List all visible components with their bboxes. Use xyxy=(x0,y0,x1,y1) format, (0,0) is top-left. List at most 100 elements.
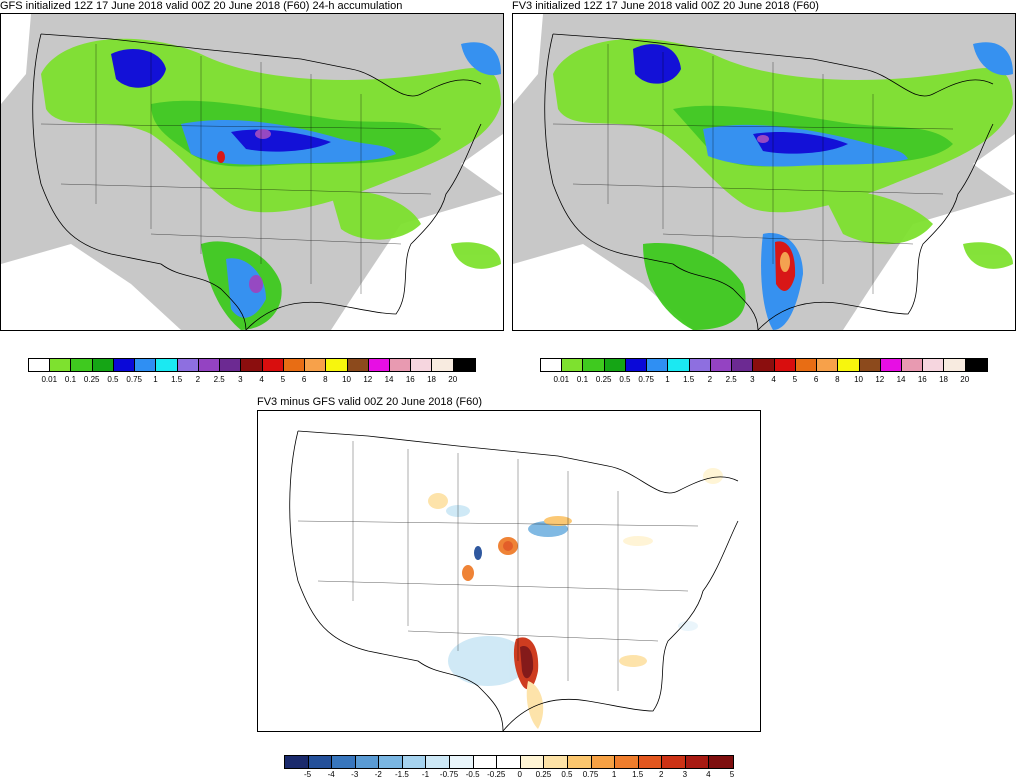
colorbar-tick-label: 12 xyxy=(875,375,885,384)
colorbar-swatch xyxy=(262,359,284,371)
colorbar-swatch xyxy=(685,756,710,768)
colorbar-tick-label: 0.25 xyxy=(83,375,100,384)
colorbar-swatch xyxy=(647,359,669,371)
colorbar-swatch xyxy=(591,756,616,768)
diff-colorbar-labels: -5 -4 -3 -2 -1.5 -1 -0.75 -0.5 -0.25 0 0.25 0.5 0.75… xyxy=(284,770,735,782)
colorbar-tick-label: 14 xyxy=(384,375,394,384)
colorbar-tick-label: 16 xyxy=(917,375,927,384)
colorbar-swatch xyxy=(71,359,93,371)
colorbar-swatch xyxy=(520,756,545,768)
colorbar-tick-label: 0.75 xyxy=(126,375,142,384)
colorbar-tick-label: 2 xyxy=(195,375,201,384)
colorbar-tick-label: 8 xyxy=(323,375,328,384)
colorbar-tick-label: 1 xyxy=(611,770,617,779)
colorbar-tick-label: 2 xyxy=(707,375,713,384)
colorbar-tick-label: 10 xyxy=(342,375,352,384)
colorbar-swatch xyxy=(473,756,498,768)
colorbar-swatch xyxy=(113,359,136,371)
colorbar-swatch xyxy=(709,756,733,768)
fv3-precip-map xyxy=(512,13,1016,331)
colorbar-tick-label: 6 xyxy=(813,375,819,384)
colorbar-tick-label: 0.01 xyxy=(41,375,58,384)
colorbar-swatch xyxy=(411,359,433,371)
colorbar-tick-label: 14 xyxy=(896,375,906,384)
fv3-precip-colorbar-labels: 0.01 0.1 0.25 0.5 0.75 1 1.5 2 2.5 3 4 5 6 8 10 12 14 16 1… xyxy=(540,375,986,387)
colorbar-swatch xyxy=(177,359,199,371)
colorbar-tick-label: 18 xyxy=(939,375,948,384)
colorbar-swatch xyxy=(347,359,369,371)
colorbar-tick-label: -3 xyxy=(351,770,359,779)
colorbar-swatch xyxy=(838,359,860,371)
colorbar-swatch xyxy=(753,359,775,371)
gfs-precip-colorbar xyxy=(28,358,476,372)
colorbar-tick-label: 1 xyxy=(665,375,670,384)
colorbar-tick-label: 5 xyxy=(280,375,286,384)
colorbar-swatch xyxy=(453,359,475,371)
colorbar-swatch xyxy=(156,359,178,371)
colorbar-tick-label: 0.25 xyxy=(595,375,612,384)
diff-precip-map xyxy=(257,410,761,732)
colorbar-swatch xyxy=(562,359,584,371)
colorbar-swatch xyxy=(326,359,348,371)
colorbar-tick-label: 4 xyxy=(259,375,264,384)
colorbar-swatch xyxy=(308,756,333,768)
colorbar-tick-label: 0.5 xyxy=(619,375,631,384)
colorbar-swatch xyxy=(859,359,881,371)
colorbar-tick-label: 0.1 xyxy=(64,375,77,384)
colorbar-swatch xyxy=(402,756,427,768)
colorbar-tick-label: -0.75 xyxy=(439,770,459,779)
colorbar-tick-label: 20 xyxy=(960,375,970,384)
colorbar-tick-label: 1 xyxy=(153,375,158,384)
gfs-panel-title: GFS initialized 12Z 17 June 2018 valid 0… xyxy=(0,0,403,12)
colorbar-tick-label: -1 xyxy=(421,770,430,779)
colorbar-tick-label: -1.5 xyxy=(394,770,409,779)
colorbar-tick-label: 4 xyxy=(706,770,711,779)
colorbar-swatch xyxy=(625,359,648,371)
colorbar-tick-label: 8 xyxy=(835,375,840,384)
colorbar-swatch xyxy=(198,359,221,371)
colorbar-swatch xyxy=(450,756,474,768)
gfs-precip-colorbar-labels: 0.01 0.1 0.25 0.5 0.75 1 1.5 2 2.5 3 4 5 6 8 10 12 14 16 1… xyxy=(28,375,474,387)
colorbar-swatch xyxy=(965,359,987,371)
colorbar-tick-label: 1.5 xyxy=(632,770,644,779)
colorbar-tick-label: 0.01 xyxy=(553,375,570,384)
colorbar-swatch xyxy=(497,756,521,768)
colorbar-swatch xyxy=(901,359,924,371)
colorbar-tick-label: 6 xyxy=(301,375,307,384)
colorbar-swatch xyxy=(774,359,796,371)
colorbar-tick-label: -4 xyxy=(327,770,335,779)
colorbar-swatch xyxy=(285,756,309,768)
diff-panel-title: FV3 minus GFS valid 00Z 20 June 2018 (F6… xyxy=(257,396,482,408)
colorbar-swatch xyxy=(668,359,690,371)
colorbar-swatch xyxy=(92,359,114,371)
colorbar-tick-label: 4 xyxy=(771,375,776,384)
colorbar-swatch xyxy=(241,359,263,371)
colorbar-swatch xyxy=(604,359,626,371)
colorbar-swatch xyxy=(379,756,403,768)
colorbar-tick-label: 5 xyxy=(792,375,798,384)
colorbar-tick-label: 0.75 xyxy=(638,375,654,384)
diff-colorbar xyxy=(284,755,734,769)
colorbar-tick-label: 2.5 xyxy=(213,375,225,384)
fv3-panel-title: FV3 initialized 12Z 17 June 2018 valid 0… xyxy=(512,0,819,12)
colorbar-swatch xyxy=(283,359,306,371)
colorbar-tick-label: 18 xyxy=(427,375,436,384)
colorbar-tick-label: 20 xyxy=(448,375,458,384)
colorbar-swatch xyxy=(541,359,563,371)
colorbar-tick-label: 5 xyxy=(729,770,735,779)
colorbar-swatch xyxy=(662,756,686,768)
colorbar-swatch xyxy=(135,359,157,371)
colorbar-swatch xyxy=(305,359,327,371)
colorbar-swatch xyxy=(944,359,966,371)
gfs-precip-map xyxy=(0,13,504,331)
colorbar-swatch xyxy=(426,756,451,768)
colorbar-tick-label: 12 xyxy=(363,375,373,384)
colorbar-swatch xyxy=(638,756,663,768)
colorbar-tick-label: 3 xyxy=(682,770,688,779)
colorbar-swatch xyxy=(732,359,754,371)
colorbar-swatch xyxy=(689,359,711,371)
colorbar-swatch xyxy=(332,756,356,768)
colorbar-tick-label: -2 xyxy=(374,770,382,779)
colorbar-swatch xyxy=(389,359,412,371)
colorbar-tick-label: 1.5 xyxy=(683,375,695,384)
